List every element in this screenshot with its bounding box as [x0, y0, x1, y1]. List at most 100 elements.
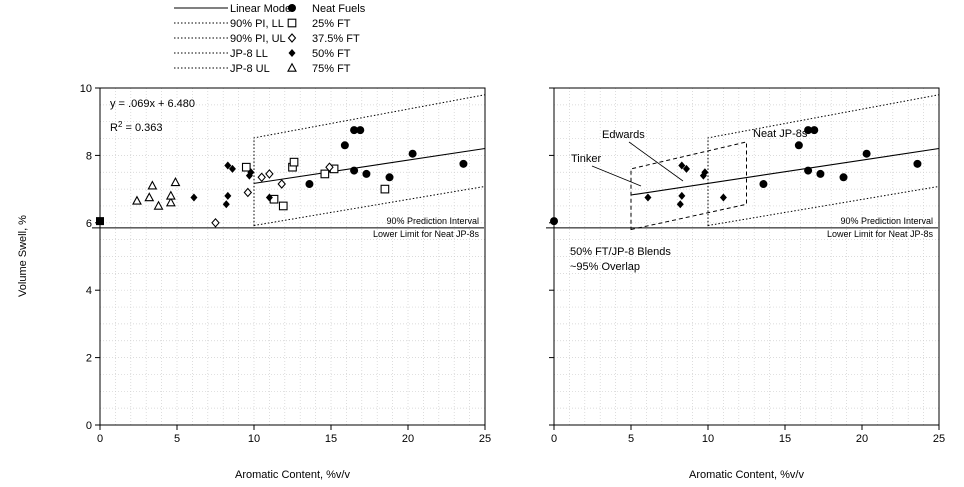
data-point	[550, 217, 558, 226]
series-50-ft	[190, 161, 273, 209]
data-point	[356, 126, 365, 135]
x-tick-label: 0	[551, 433, 557, 445]
legend-label-1: Linear Model	[230, 3, 294, 15]
tinker-leader	[591, 165, 642, 187]
linear-model-line	[253, 147, 486, 184]
data-point	[644, 193, 652, 202]
y-tick-label: 10	[80, 83, 92, 95]
data-point	[132, 195, 142, 205]
data-point	[816, 169, 825, 178]
series-extra	[96, 217, 104, 226]
data-point	[350, 126, 359, 135]
x-tick-label: 10	[702, 433, 714, 445]
series-75-ft	[132, 177, 181, 210]
r-squared-label: R2 = 0.363	[110, 120, 162, 134]
series-neat-fuels	[305, 126, 468, 189]
data-point	[241, 162, 251, 172]
data-point	[320, 169, 330, 179]
x-axis-label: Aromatic Content, %v/v	[235, 469, 350, 481]
x-tick-label: 5	[174, 433, 180, 445]
threshold-label-2: Lower Limit for Neat JP-8s	[373, 229, 480, 239]
legend-label-6: Neat Fuels	[312, 3, 366, 15]
legend-label-9: 50% FT	[312, 48, 351, 60]
x-tick-label: 10	[248, 433, 260, 445]
plot-frame	[99, 87, 486, 426]
data-point	[804, 126, 813, 135]
series-50-ft	[644, 161, 727, 209]
blend-band	[630, 141, 747, 231]
data-point	[165, 190, 176, 200]
data-point	[144, 192, 155, 202]
legend-label-8: 37.5% FT	[312, 33, 360, 45]
data-point	[810, 126, 819, 135]
data-point	[222, 200, 230, 209]
x-tick-label: 20	[856, 433, 868, 445]
data-point	[325, 162, 334, 173]
equation-label: y = .069x + 6.480	[110, 98, 195, 110]
data-point	[759, 180, 768, 189]
tinker-label: Tinker	[571, 153, 601, 165]
plot-frame	[553, 87, 940, 426]
edwards-label: Edwards	[602, 129, 645, 141]
data-point	[247, 168, 255, 177]
data-point	[228, 164, 236, 173]
threshold-label-1: 90% Prediction Interval	[840, 216, 933, 226]
legend: Linear Model 90% PI, LL 90% PI, UL JP-8 LL J…	[174, 3, 366, 75]
data-point	[678, 191, 686, 200]
data-point	[385, 173, 394, 182]
data-point	[165, 197, 176, 207]
data-point	[243, 187, 253, 198]
data-point	[913, 159, 922, 168]
neat-jp8-label: Neat JP-8s	[753, 128, 808, 140]
legend-marker-9	[288, 49, 296, 57]
legend-label-7: 25% FT	[312, 18, 351, 30]
series-neat-fuels	[550, 126, 922, 226]
legend-marker-6	[288, 4, 296, 12]
data-point	[170, 177, 181, 187]
data-point	[147, 180, 158, 190]
series-25-ft	[241, 157, 390, 211]
data-point	[153, 200, 164, 210]
edwards-leader	[628, 141, 684, 182]
pi-band	[707, 94, 940, 227]
data-point	[265, 193, 273, 202]
threshold-label-2: Lower Limit for Neat JP-8s	[827, 229, 934, 239]
data-point	[211, 217, 220, 228]
data-point	[839, 173, 848, 182]
data-point	[804, 166, 813, 175]
data-point	[224, 161, 232, 170]
legend-label-4: JP-8 LL	[230, 48, 268, 60]
x-tick-label: 15	[779, 433, 791, 445]
x-tick-label: 25	[479, 433, 491, 445]
legend-label-3: 90% PI, UL	[230, 33, 286, 45]
y-tick-label: 4	[86, 285, 92, 297]
y-tick-label: 8	[86, 150, 92, 162]
legend-label-2: 90% PI, LL	[230, 18, 284, 30]
data-point	[224, 191, 232, 200]
data-point	[678, 161, 686, 170]
legend-marker-7	[287, 18, 297, 28]
pi-band	[253, 94, 486, 227]
y-tick-label: 0	[86, 420, 92, 432]
data-point	[862, 149, 871, 158]
data-point	[278, 201, 288, 211]
data-point	[408, 149, 417, 158]
blend-label-1: 50% FT/JP-8 Blends	[570, 246, 671, 258]
data-point	[794, 141, 803, 150]
x-tick-label: 5	[628, 433, 634, 445]
data-point	[362, 169, 371, 178]
data-point	[190, 193, 198, 202]
y-tick-label: 2	[86, 353, 92, 365]
blend-label-2: ~95% Overlap	[570, 261, 640, 273]
y-axis-label: Volume Swell, %	[17, 215, 29, 297]
panel-left: 0 5 10 15 20 25 0 2 4 6 8 10 Aromatic Content, %v/v 9…	[80, 83, 491, 481]
legend-marker-10	[287, 62, 297, 72]
data-point	[380, 184, 390, 194]
x-tick-label: 0	[97, 433, 103, 445]
x-tick-label: 20	[402, 433, 414, 445]
data-point	[257, 172, 266, 183]
data-point	[96, 217, 104, 226]
x-axis-label: Aromatic Content, %v/v	[689, 469, 804, 481]
data-point	[265, 169, 274, 179]
